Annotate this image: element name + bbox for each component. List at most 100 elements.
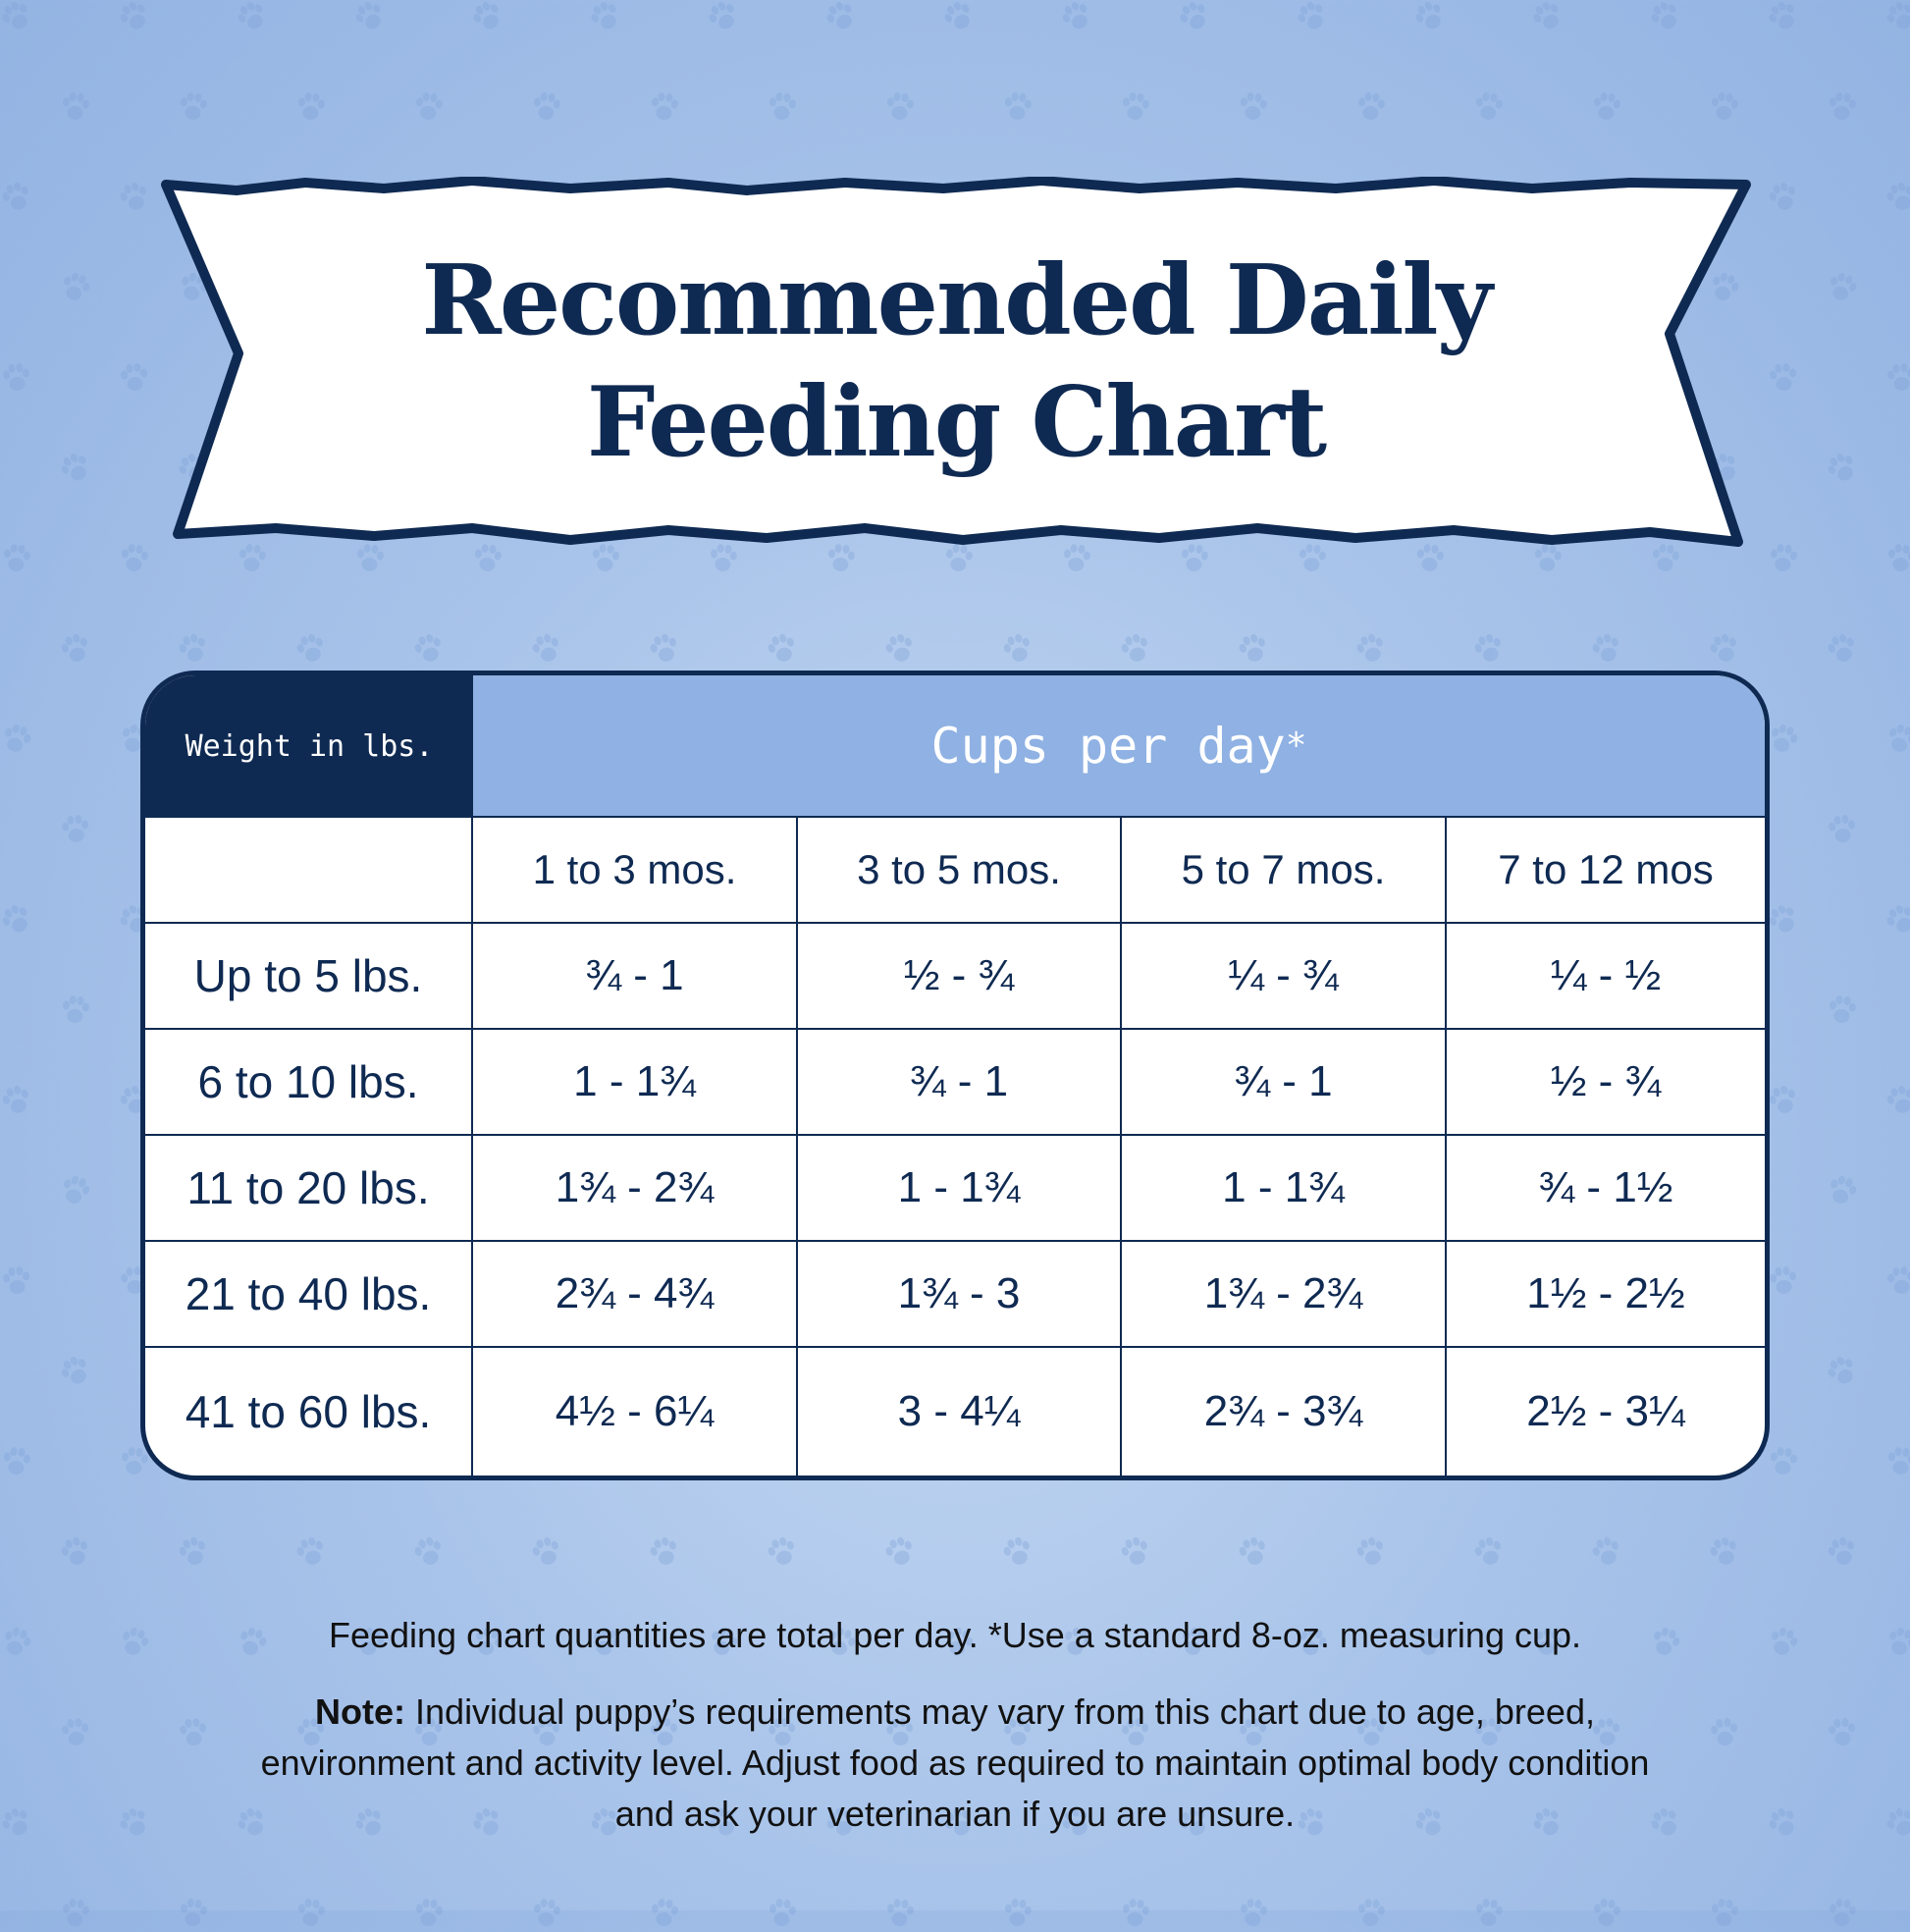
paw-print-icon — [1887, 1447, 1910, 1475]
paw-print-icon — [62, 815, 89, 842]
paw-print-icon — [885, 1536, 912, 1565]
cups-value-cell: 1¾ - 2¾ — [473, 1136, 798, 1242]
row-weight-label: 41 to 60 lbs. — [145, 1348, 473, 1476]
paw-print-icon — [1298, 1808, 1323, 1836]
paw-print-icon — [179, 1536, 205, 1565]
paw-print-icon — [414, 1536, 441, 1565]
paw-print-icon — [1180, 1808, 1205, 1836]
paw-print-icon — [1356, 633, 1383, 662]
paw-print-icon — [297, 1899, 325, 1926]
paw-print-icon — [180, 1718, 207, 1745]
paw-print-icon — [1416, 544, 1444, 571]
paw-print-icon — [769, 1718, 796, 1745]
cups-value-cell: 1 - 1¾ — [1122, 1136, 1447, 1242]
row-weight-label: 11 to 20 lbs. — [145, 1136, 473, 1242]
cups-value-cell: 2¾ - 4¾ — [473, 1242, 798, 1348]
paw-print-icon — [62, 1899, 89, 1926]
paw-print-icon — [1829, 92, 1856, 120]
paw-print-icon — [61, 454, 86, 481]
paw-print-icon — [1239, 1536, 1265, 1565]
paw-print-icon — [1004, 1899, 1032, 1926]
paw-print-icon — [62, 1718, 89, 1745]
paw-print-icon — [474, 544, 502, 571]
paw-print-icon — [1711, 1718, 1738, 1745]
paw-print-icon — [1710, 633, 1736, 662]
paw-print-icon — [123, 1627, 149, 1655]
paw-print-icon — [1533, 1808, 1559, 1836]
paw-print-icon — [358, 1627, 385, 1655]
cups-value-cell: 1½ - 2½ — [1447, 1242, 1765, 1348]
paw-print-icon — [1357, 1899, 1385, 1926]
paw-print-icon — [64, 272, 90, 300]
paw-print-icon — [1886, 182, 1910, 210]
paw-print-icon — [591, 1808, 616, 1836]
asterisk: * — [1285, 725, 1307, 766]
column-header: 3 to 5 mos. — [798, 818, 1122, 924]
paw-print-icon — [768, 1536, 794, 1565]
paw-print-icon — [1886, 1085, 1910, 1113]
paw-print-icon — [61, 1357, 86, 1384]
cups-value-cell: 2¾ - 3¾ — [1122, 1348, 1447, 1476]
paw-print-icon — [238, 1808, 263, 1836]
paw-print-icon — [1299, 544, 1326, 571]
paw-print-icon — [1300, 1627, 1327, 1655]
paw-print-icon — [1770, 544, 1797, 571]
banner-shape — [161, 177, 1751, 547]
paw-print-icon — [1886, 905, 1910, 933]
paw-print-icon — [1121, 1536, 1147, 1565]
column-header: 7 to 12 mos — [1447, 818, 1765, 924]
paw-print-icon — [709, 2, 734, 29]
paw-print-icon — [885, 633, 912, 662]
paw-print-icon — [180, 1899, 207, 1926]
paw-print-icon — [710, 544, 737, 571]
row-weight-label: Up to 5 lbs. — [145, 924, 473, 1030]
paw-print-icon — [120, 2, 145, 29]
paw-print-icon — [1770, 1447, 1797, 1475]
paw-print-icon — [532, 633, 558, 662]
paw-print-icon — [1828, 454, 1853, 481]
paw-print-icon — [61, 1536, 87, 1565]
paw-print-icon — [1886, 1808, 1910, 1836]
note-text: Individual puppy’s requirements may vary… — [260, 1691, 1650, 1834]
cups-value-cell: ½ - ¾ — [798, 924, 1122, 1030]
paw-print-icon — [1240, 1718, 1267, 1745]
paw-print-icon — [769, 92, 796, 120]
paw-print-icon — [3, 544, 30, 571]
paw-print-icon — [61, 633, 87, 662]
paw-print-icon — [296, 633, 323, 662]
paw-print-icon — [1593, 92, 1620, 120]
paw-print-icon — [1239, 633, 1265, 662]
paw-print-icon — [1004, 92, 1032, 120]
paw-print-icon — [829, 1627, 856, 1655]
paw-print-icon — [476, 1627, 503, 1655]
paw-print-icon — [240, 1627, 267, 1655]
paw-print-icon — [1183, 1627, 1209, 1655]
paw-print-icon — [120, 1808, 145, 1836]
paw-print-icon — [297, 1718, 325, 1745]
paw-print-icon — [1415, 1808, 1441, 1836]
paw-print-icon — [1651, 1808, 1676, 1836]
paw-print-icon — [1592, 1536, 1618, 1565]
paw-print-icon — [120, 182, 146, 210]
paw-print-icon — [1181, 544, 1208, 571]
cups-value-cell: ¾ - 1½ — [1447, 1136, 1765, 1242]
paw-print-icon — [473, 2, 499, 29]
paw-print-icon — [886, 92, 914, 120]
paw-print-icon — [414, 633, 441, 662]
paw-print-icon — [1357, 1718, 1385, 1745]
paw-print-icon — [1652, 544, 1679, 571]
paw-print-icon — [1063, 544, 1090, 571]
paw-print-icon — [1356, 1536, 1383, 1565]
cups-value-cell: ¼ - ¾ — [1122, 924, 1447, 1030]
paw-print-icon — [1770, 1266, 1797, 1294]
paw-print-icon — [1887, 363, 1910, 391]
paw-print-icon — [3, 1447, 30, 1475]
paw-print-icon — [1772, 724, 1798, 752]
paw-print-icon — [62, 92, 89, 120]
paw-print-icon — [1003, 633, 1030, 662]
paw-print-icon — [651, 1718, 678, 1745]
paw-print-icon — [533, 1718, 560, 1745]
paw-print-icon — [238, 2, 263, 29]
paw-print-icon — [533, 92, 560, 120]
paw-print-icon — [1475, 1899, 1503, 1926]
